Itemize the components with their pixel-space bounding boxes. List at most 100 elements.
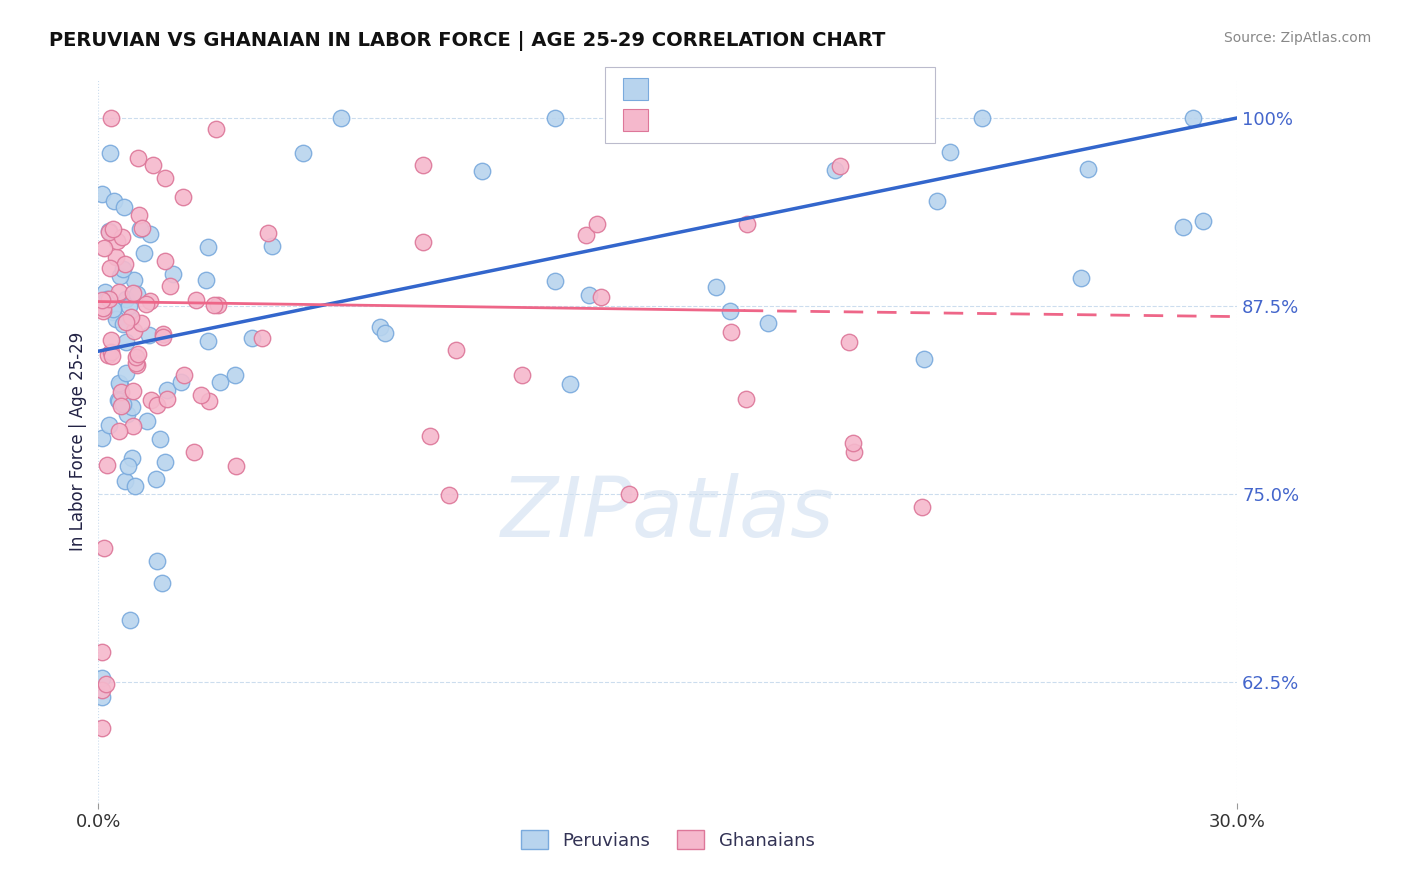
Point [97, 224, 120, 238]
Point [127, 151, 149, 165]
Point [146, 398, 169, 412]
Point [156, 392, 179, 406]
Text: 82: 82 [801, 113, 824, 131]
Point [115, 334, 138, 349]
Point [91, 690, 114, 705]
Point [118, 299, 141, 313]
Text: R =: R = [657, 82, 696, 100]
Point [121, 384, 143, 398]
Point [190, 388, 212, 402]
Point [183, 445, 205, 459]
Point [225, 459, 247, 474]
Point [205, 122, 228, 136]
Point [138, 327, 160, 342]
Text: 0.311: 0.311 [696, 82, 747, 100]
Point [104, 312, 127, 326]
Point [129, 317, 152, 331]
Point [101, 222, 124, 236]
Point [838, 335, 860, 350]
Point [91, 645, 114, 659]
Point [117, 458, 139, 473]
Point [544, 275, 567, 289]
Point [111, 230, 134, 244]
Point [1171, 220, 1194, 235]
Point [560, 376, 582, 391]
Point [198, 394, 221, 409]
Point [374, 326, 396, 340]
Point [114, 315, 136, 329]
Text: 79: 79 [801, 82, 824, 100]
Point [544, 111, 567, 125]
Point [112, 317, 135, 331]
Point [412, 158, 434, 172]
Text: PERUVIAN VS GHANAIAN IN LABOR FORCE | AGE 25-29 CORRELATION CHART: PERUVIAN VS GHANAIAN IN LABOR FORCE | AG… [49, 31, 886, 51]
Point [121, 418, 143, 433]
Point [120, 310, 142, 324]
Point [706, 280, 728, 294]
Point [575, 228, 598, 243]
Point [115, 366, 138, 380]
Point [718, 304, 741, 318]
Point [1077, 161, 1099, 176]
Point [91, 682, 114, 697]
Point [1182, 111, 1205, 125]
Point [368, 319, 391, 334]
Point [197, 240, 219, 254]
Point [824, 162, 846, 177]
Point [156, 383, 179, 397]
Point [101, 305, 124, 319]
Point [93, 242, 115, 256]
Point [412, 235, 434, 249]
Point [107, 393, 129, 408]
Point [912, 351, 935, 366]
Point [437, 488, 460, 502]
Point [110, 399, 132, 413]
Text: -0.017: -0.017 [696, 113, 754, 131]
Point [135, 297, 157, 311]
Text: R =: R = [657, 113, 696, 131]
Point [240, 331, 263, 345]
Point [291, 145, 314, 160]
Point [586, 217, 609, 231]
Point [146, 554, 169, 568]
Point [94, 285, 117, 299]
Point [122, 273, 145, 287]
Point [122, 324, 145, 338]
Point [139, 227, 162, 241]
Point [108, 268, 131, 283]
Point [127, 287, 149, 301]
Point [121, 286, 143, 301]
Point [131, 221, 153, 235]
Point [202, 298, 225, 312]
Text: N =: N = [762, 82, 801, 100]
Point [172, 190, 194, 204]
Point [108, 425, 131, 439]
Point [91, 431, 114, 445]
Point [330, 111, 353, 125]
Point [101, 350, 124, 364]
Point [91, 671, 114, 685]
Point [118, 311, 141, 326]
Point [153, 253, 176, 268]
Point [170, 375, 193, 389]
Point [103, 194, 125, 209]
Point [162, 267, 184, 281]
Point [91, 186, 114, 201]
Point [125, 356, 148, 370]
Point [105, 235, 128, 249]
Text: ZIPatlas: ZIPatlas [501, 474, 835, 554]
Point [153, 455, 176, 469]
Point [120, 614, 142, 628]
Point [617, 487, 640, 501]
Point [114, 257, 136, 271]
Point [108, 394, 131, 409]
Point [97, 292, 120, 306]
Point [91, 301, 114, 315]
Point [100, 111, 122, 125]
Point [257, 226, 280, 240]
Point [98, 145, 121, 160]
Point [127, 347, 149, 361]
Point [96, 458, 118, 473]
Point [134, 246, 156, 260]
Point [93, 541, 115, 555]
